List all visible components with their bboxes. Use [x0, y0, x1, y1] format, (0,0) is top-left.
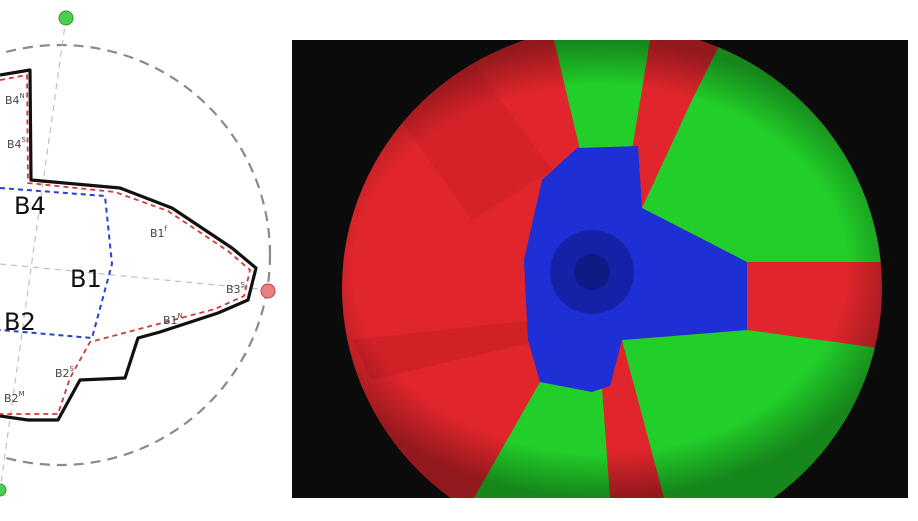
label-b2-lower: B2S [55, 365, 75, 380]
label-b4: B4 [14, 192, 46, 220]
label-b4-top: B4N [5, 92, 25, 107]
label-b3-right: B3S [226, 281, 246, 296]
outer-boundary-outline [0, 68, 258, 422]
top-marker [58, 10, 74, 26]
fisheye-lens [342, 40, 882, 498]
label-b2: B2 [4, 308, 36, 336]
segmentation-svg [292, 40, 908, 498]
boundary-diagram-svg: B4 B1 B2 B4N B4S B1f B3S B1N B2S B [0, 10, 276, 497]
boundary-diagram: B4 B1 B2 B4N B4S B1f B3S B1N B2S B [0, 0, 290, 517]
segmented-fisheye-image [292, 40, 908, 498]
lens-vignette [342, 40, 882, 498]
label-b1-lower: B1N [163, 312, 183, 327]
vertical-axis [0, 17, 67, 491]
right-marker [260, 283, 276, 299]
label-b4-mid: B4S [7, 136, 27, 151]
guide-circle [0, 43, 272, 467]
label-b1: B1 [70, 265, 102, 293]
red-dashed-boundary [0, 73, 251, 415]
label-b2-bottom: B2M [4, 390, 25, 405]
bottom-marker [0, 483, 7, 497]
label-b1-upper: B1f [150, 225, 168, 240]
blue-dashed-boundary [0, 187, 114, 340]
horizontal-axis [0, 263, 269, 291]
